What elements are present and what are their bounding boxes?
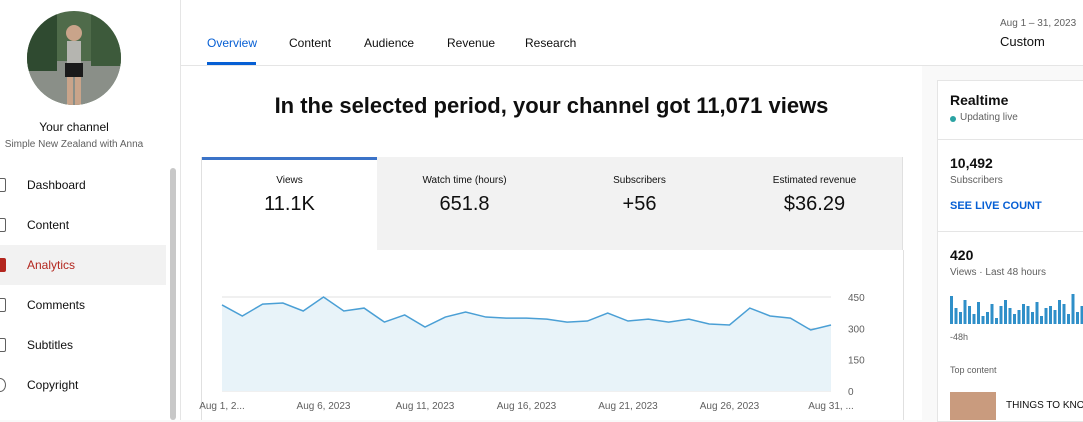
subscriber-count: 10,492 xyxy=(950,155,993,171)
realtime-axis-label: -48h xyxy=(950,332,968,342)
thumbnail[interactable] xyxy=(950,392,996,420)
top-item-title[interactable]: THINGS TO KNOW xyxy=(1006,400,1083,411)
x-tick-label: Aug 21, 2023 xyxy=(598,401,658,412)
realtime-bar xyxy=(1040,316,1043,324)
y-tick-label: 300 xyxy=(848,324,865,335)
realtime-bar xyxy=(1054,310,1057,324)
y-tick-label: 450 xyxy=(848,293,865,304)
realtime-title: Realtime xyxy=(950,92,1008,108)
realtime-views-label: Views · Last 48 hours xyxy=(950,267,1046,278)
subscriber-label: Subscribers xyxy=(950,175,1003,186)
realtime-bars xyxy=(937,280,1083,330)
realtime-bar xyxy=(1004,300,1007,324)
realtime-bar xyxy=(1067,314,1070,324)
divider xyxy=(937,139,1083,140)
realtime-bar xyxy=(1036,302,1039,324)
realtime-views: 420 xyxy=(950,247,973,263)
date-label[interactable]: Custom xyxy=(1000,34,1045,49)
realtime-bar xyxy=(1027,306,1030,324)
realtime-bar xyxy=(1009,308,1012,324)
realtime-bar xyxy=(1031,312,1034,324)
x-tick-label: Aug 1, 2... xyxy=(199,401,245,412)
realtime-bar xyxy=(1018,310,1021,324)
realtime-bar xyxy=(1013,314,1016,324)
realtime-bar xyxy=(1072,294,1075,324)
realtime-bar xyxy=(991,304,994,324)
live-dot xyxy=(950,116,956,122)
x-tick-label: Aug 11, 2023 xyxy=(396,401,455,412)
live-count-link[interactable]: SEE LIVE COUNT xyxy=(950,200,1042,212)
realtime-bar xyxy=(977,302,980,324)
realtime-bar xyxy=(955,308,958,324)
date-range[interactable]: Aug 1 – 31, 2023 xyxy=(1000,18,1076,29)
x-tick-label: Aug 16, 2023 xyxy=(497,401,557,412)
area xyxy=(222,297,831,391)
realtime-bar xyxy=(995,318,998,324)
realtime-bar xyxy=(973,314,976,324)
realtime-bar xyxy=(986,312,989,324)
realtime-bar xyxy=(1045,308,1048,324)
realtime-bar xyxy=(950,296,953,324)
views-chart: 0 150 300 450 Aug 1, 2... Aug 6, 2023 Aug 11, … xyxy=(0,0,922,420)
realtime-bar xyxy=(968,306,971,324)
realtime-status: Updating live xyxy=(960,112,1018,123)
divider xyxy=(937,231,1083,232)
realtime-bar xyxy=(1063,304,1066,324)
x-tick-label: Aug 31, ... xyxy=(808,401,854,412)
realtime-bar xyxy=(959,312,962,324)
x-tick-label: Aug 6, 2023 xyxy=(297,401,351,412)
y-tick-label: 150 xyxy=(848,356,865,367)
realtime-bar xyxy=(982,316,985,324)
realtime-bar xyxy=(1049,306,1052,324)
y-tick-label: 0 xyxy=(848,387,854,398)
realtime-bar xyxy=(964,300,967,324)
realtime-bar xyxy=(1000,306,1003,324)
realtime-bar xyxy=(1058,300,1061,324)
realtime-bar xyxy=(1022,304,1025,324)
x-tick-label: Aug 26, 2023 xyxy=(700,401,760,412)
top-content-label: Top content xyxy=(950,365,997,375)
realtime-bar xyxy=(1076,312,1079,324)
